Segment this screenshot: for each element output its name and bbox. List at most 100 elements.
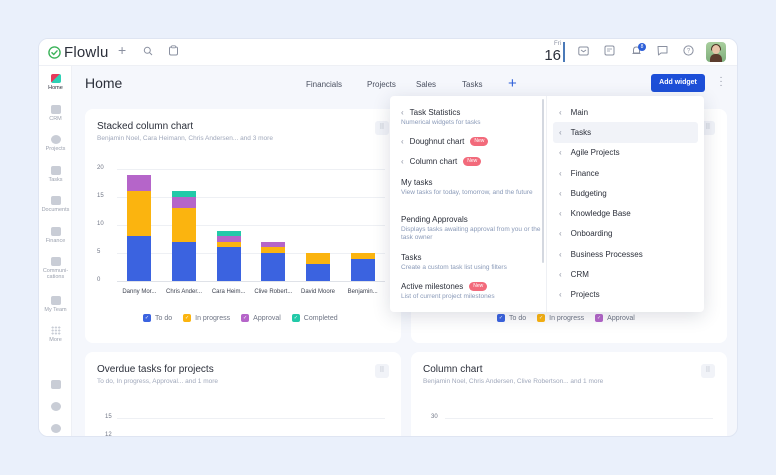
sidebar-item-documents[interactable]: Documents — [39, 196, 72, 213]
legend-item-approval[interactable]: ✓ Approval — [241, 314, 281, 322]
drag-handle-icon[interactable]: ⠿ — [375, 121, 389, 135]
support-button[interactable] — [39, 424, 72, 433]
checkbox-icon[interactable]: ✓ — [595, 314, 604, 322]
bar-segment-completed[interactable] — [172, 191, 196, 198]
sidebar-item-label: Tasks — [48, 177, 63, 183]
legend-item-in-progress[interactable]: ✓ In progress — [537, 314, 584, 322]
tab-projects[interactable]: Projects — [367, 80, 396, 89]
search-icon[interactable] — [143, 45, 153, 59]
legend-item-to-do[interactable]: ✓ To do — [143, 314, 172, 322]
stacked-bar[interactable] — [127, 169, 152, 281]
stacked-bar[interactable] — [261, 169, 286, 281]
sidebar-item-my-team[interactable]: My Team — [39, 296, 72, 313]
widget-option-task-statistics[interactable]: ‹ Task Statistics Numerical widgets for t… — [401, 108, 541, 127]
widget-list-scrollbar[interactable] — [542, 99, 544, 263]
sidebar-item-label: Finance — [45, 238, 66, 244]
widget-option-my-tasks[interactable]: My tasks View tasks for today, tomorrow,… — [401, 178, 541, 197]
sidebar-item-more[interactable]: More — [39, 326, 72, 343]
y-tick: 10 — [97, 221, 104, 227]
mail-icon[interactable] — [578, 45, 589, 59]
widget-option-tasks[interactable]: Tasks Create a custom task list using fi… — [401, 253, 541, 272]
stacked-bar[interactable] — [172, 169, 196, 281]
bar-segment-to-do[interactable] — [306, 264, 330, 281]
bar-segment-in-progress[interactable] — [127, 191, 152, 237]
category-knowledge-base[interactable]: ‹ Knowledge Base — [553, 203, 698, 223]
bar-segment-in-progress[interactable] — [172, 208, 196, 242]
checkbox-icon[interactable]: ✓ — [537, 314, 546, 322]
widget-option-doughnut-chart[interactable]: ‹ Doughnut chart New — [401, 137, 541, 146]
bar-segment-approval[interactable] — [172, 197, 196, 209]
checkbox-icon[interactable]: ✓ — [183, 314, 192, 322]
chart-bar[interactable] — [123, 436, 138, 437]
chevron-left-icon: ‹ — [559, 168, 562, 178]
checkbox-icon[interactable]: ✓ — [241, 314, 250, 322]
add-widget-button[interactable]: Add widget — [651, 74, 705, 92]
notes-icon[interactable] — [604, 45, 615, 59]
category-label: CRM — [570, 270, 589, 280]
legend-item-approval[interactable]: ✓ Approval — [595, 314, 635, 322]
widget-option-active-milestones[interactable]: Active milestones New List of current pro… — [401, 282, 541, 301]
sidebar-item-crm[interactable]: CRM — [39, 105, 72, 122]
stacked-bar[interactable] — [306, 169, 330, 281]
bar-segment-to-do[interactable] — [172, 241, 196, 281]
category-main[interactable]: ‹ Main — [553, 102, 698, 122]
category-projects[interactable]: ‹ Projects — [553, 285, 698, 305]
category-business-processes[interactable]: ‹ Business Processes — [553, 244, 698, 264]
add-tab-button[interactable]: + — [508, 75, 517, 92]
legend-item-to-do[interactable]: ✓ To do — [497, 314, 526, 322]
bar-segment-approval[interactable] — [127, 174, 152, 192]
category-agile-projects[interactable]: ‹ Agile Projects — [553, 143, 698, 163]
checkbox-icon[interactable]: ✓ — [291, 314, 300, 322]
drag-handle-icon[interactable]: ⠿ — [701, 364, 715, 378]
bar-segment-in-progress[interactable] — [261, 247, 286, 253]
bar-segment-approval[interactable] — [216, 236, 241, 242]
category-budgeting[interactable]: ‹ Budgeting — [553, 183, 698, 203]
y-tick: 20 — [97, 165, 104, 171]
drag-handle-icon[interactable]: ⠿ — [701, 121, 715, 135]
checkbox-icon[interactable]: ✓ — [143, 314, 151, 322]
sidebar-item-tasks[interactable]: Tasks — [39, 166, 72, 183]
sidebar-item-finance[interactable]: Finance — [39, 227, 72, 244]
bar-segment-in-progress[interactable] — [350, 253, 375, 259]
category-label: Tasks — [570, 127, 592, 137]
tab-sales[interactable]: Sales — [416, 80, 437, 89]
tab-tasks[interactable]: Tasks — [462, 80, 483, 89]
bar-segment-in-progress[interactable] — [216, 241, 241, 248]
category-onboarding[interactable]: ‹ Onboarding — [553, 224, 698, 244]
help-icon[interactable]: ? — [683, 45, 694, 59]
tour-button[interactable] — [39, 380, 72, 389]
drag-handle-icon[interactable]: ⠿ — [375, 364, 389, 378]
sidebar-item-communications[interactable]: Communi-cations — [39, 257, 72, 280]
tab-financials[interactable]: Financials — [306, 80, 343, 89]
bar-segment-to-do[interactable] — [216, 247, 241, 281]
category-crm[interactable]: ‹ CRM — [553, 264, 698, 284]
bar-segment-in-progress[interactable] — [306, 253, 330, 265]
chat-icon[interactable] — [657, 45, 668, 59]
plus-icon[interactable]: + — [118, 42, 127, 58]
stacked-bar[interactable] — [350, 169, 375, 281]
tasks-icon — [50, 166, 61, 175]
widget-option-pending-approvals[interactable]: Pending Approvals Displays tasks awaitin… — [401, 215, 541, 242]
bar-segment-to-do[interactable] — [350, 258, 375, 281]
category-finance[interactable]: ‹ Finance — [553, 163, 698, 183]
legend-item-completed[interactable]: ✓ Completed — [291, 314, 338, 322]
flowlu-logo[interactable]: Flowlu — [48, 44, 109, 61]
date-widget[interactable]: Fri 16 — [539, 41, 561, 63]
bar-segment-to-do[interactable] — [127, 236, 152, 281]
bar-segment-to-do[interactable] — [261, 253, 286, 281]
sidebar-item-home[interactable]: Home — [39, 74, 72, 91]
stacked-bar[interactable] — [216, 169, 241, 281]
sidebar-item-projects[interactable]: Projects — [39, 135, 72, 152]
checkbox-icon[interactable]: ✓ — [497, 314, 505, 322]
category-tasks[interactable]: ‹ Tasks — [553, 122, 698, 143]
more-options-icon[interactable]: · · · — [719, 72, 723, 91]
user-avatar[interactable] — [706, 42, 726, 62]
widget-option-column-chart[interactable]: ‹ Column chart New — [401, 157, 541, 166]
clipboard-icon[interactable] — [168, 45, 179, 59]
settings-button[interactable] — [39, 402, 72, 411]
legend-item-in-progress[interactable]: ✓ In progress — [183, 314, 230, 322]
bar-segment-completed[interactable] — [216, 230, 241, 237]
bar-segment-approval[interactable] — [261, 241, 286, 248]
widget-title: Stacked column chart — [97, 121, 194, 132]
page-header: Home Financials Projects Sales Tasks + A… — [72, 66, 737, 98]
